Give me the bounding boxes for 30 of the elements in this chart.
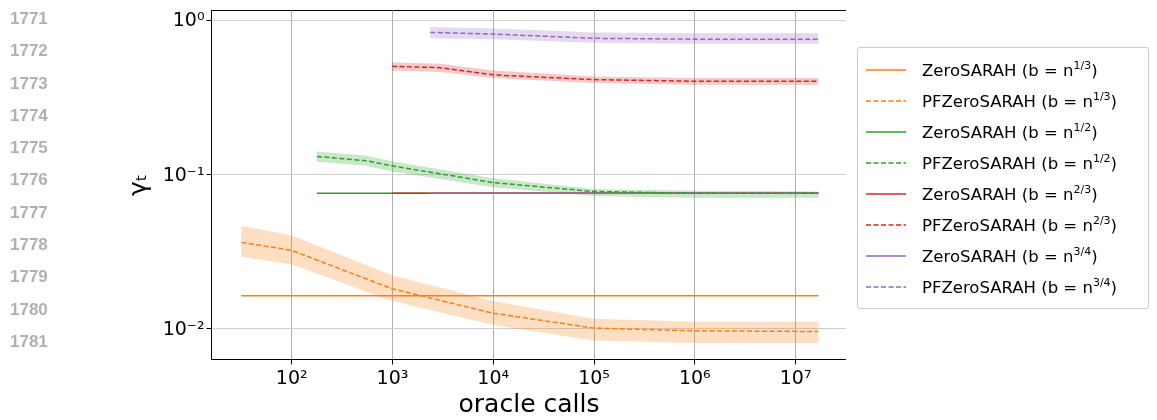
text: 1777: [10, 201, 48, 224]
legend-label: PFZeroSARAH (b = n$^{2/3}$): [922, 214, 1118, 235]
text: 1780: [10, 298, 48, 321]
text: 1778: [10, 234, 48, 257]
x-tick-label: 10²: [275, 365, 308, 388]
text: 1779: [10, 266, 48, 289]
y-tick-label: 10⁰: [172, 8, 205, 31]
y-tick-label: 10⁻¹: [162, 162, 205, 185]
text: 1773: [10, 72, 48, 95]
text: 1772: [10, 40, 48, 63]
legend-label: ZeroSARAH (b = n$^{1/2}$): [922, 121, 1098, 142]
legend-label: PFZeroSARAH (b = n$^{1/2}$): [922, 152, 1118, 173]
legend-label: PFZeroSARAH (b = n$^{1/3}$): [922, 90, 1118, 111]
y-axis-title: γₜ: [122, 173, 152, 197]
legend-label: PFZeroSARAH (b = n$^{3/4}$): [922, 276, 1118, 297]
text: 1771: [10, 8, 48, 30]
x-tick-label: 10⁵: [578, 365, 610, 388]
text: 1781: [10, 330, 48, 353]
legend-label: ZeroSARAH (b = n$^{1/3}$): [922, 59, 1098, 80]
text: 1776: [10, 169, 48, 192]
x-tick-label: 10⁴: [477, 365, 510, 388]
legend-label: ZeroSARAH (b = n$^{3/4}$): [922, 245, 1098, 266]
x-tick-label: 10⁶: [678, 365, 711, 388]
x-tick-label: 10⁷: [779, 365, 812, 388]
text: 1775: [10, 137, 48, 160]
x-axis-title: oracle calls: [458, 388, 600, 418]
y-tick-label: 10⁻²: [162, 316, 205, 339]
x-tick-label: 10³: [376, 365, 409, 388]
legend-label: ZeroSARAH (b = n$^{2/3}$): [922, 183, 1098, 204]
text: 1774: [10, 104, 48, 127]
